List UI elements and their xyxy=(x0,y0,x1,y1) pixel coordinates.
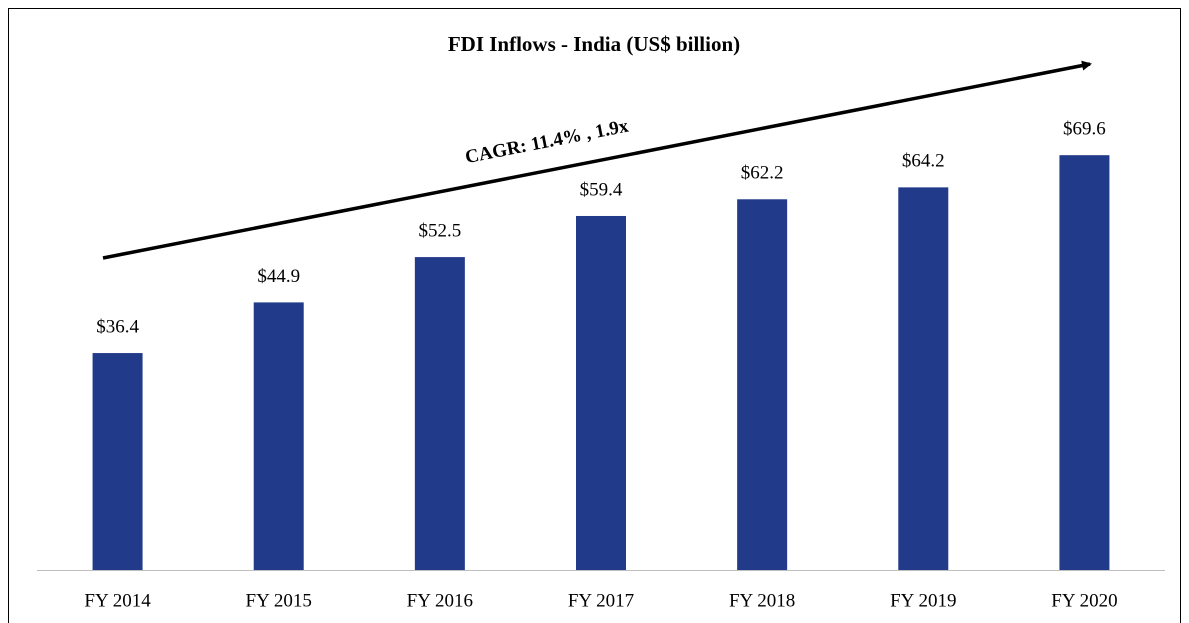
bar xyxy=(1059,155,1110,570)
x-tick-label: FY 2019 xyxy=(890,590,956,611)
bar xyxy=(253,302,304,570)
bar xyxy=(92,353,143,570)
data-label: $64.2 xyxy=(902,151,945,172)
chart-border xyxy=(8,8,1181,623)
bar xyxy=(898,187,949,571)
data-label: $59.4 xyxy=(580,179,623,200)
bar xyxy=(737,199,788,570)
x-tick-label: FY 2014 xyxy=(84,590,151,611)
bar xyxy=(576,215,626,570)
x-tick-label: FY 2017 xyxy=(568,590,634,611)
trend-arrow xyxy=(102,60,1092,260)
x-tick-label: FY 2015 xyxy=(246,590,312,611)
bar xyxy=(414,257,465,570)
data-label: $36.4 xyxy=(96,316,139,337)
x-tick-label: FY 2018 xyxy=(729,590,795,611)
x-tick-label: FY 2016 xyxy=(407,590,473,611)
data-label: $62.2 xyxy=(741,163,784,184)
x-tick-label: FY 2020 xyxy=(1051,590,1117,611)
data-label: $69.6 xyxy=(1063,119,1106,140)
chart-title: FDI Inflows - India (US$ billion) xyxy=(448,32,740,56)
data-label: $52.5 xyxy=(418,220,461,241)
data-label: $44.9 xyxy=(257,266,300,287)
